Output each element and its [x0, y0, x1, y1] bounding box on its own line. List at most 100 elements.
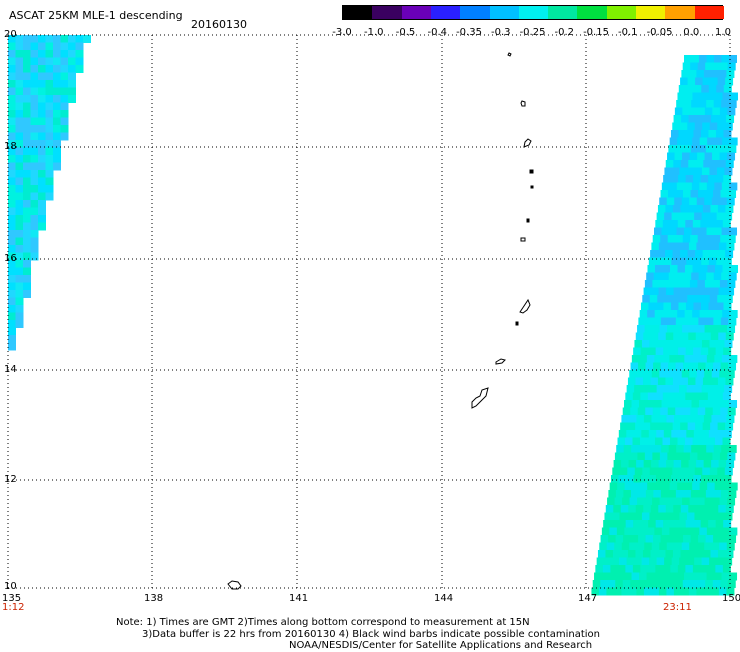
swath-cell	[722, 265, 731, 273]
swath-cell	[613, 505, 622, 513]
swath-cell	[627, 550, 636, 558]
island-coastlines	[227, 52, 534, 590]
swath-cell	[699, 137, 708, 146]
swath-cell	[684, 182, 693, 191]
swath-cell	[638, 535, 647, 543]
swath-cell	[679, 122, 688, 131]
colorbar-tick-label: -0.3	[490, 27, 511, 38]
swath-cell	[15, 132, 24, 141]
swath-cell	[646, 445, 655, 453]
swath-cell	[696, 242, 705, 251]
swath-cell	[68, 57, 76, 66]
swath-cell	[710, 250, 719, 258]
swath-cell	[699, 400, 708, 408]
swath-cell	[697, 452, 706, 461]
swath-cell	[699, 92, 708, 101]
swath-cell	[700, 130, 709, 138]
swath-cell	[693, 175, 702, 183]
swath-cell	[30, 147, 39, 156]
swath-cell	[697, 235, 706, 243]
swath-cell	[23, 65, 31, 73]
colorbar-tick-label: -0.15	[583, 27, 609, 38]
swath-cell	[701, 340, 710, 348]
swath-cell	[708, 85, 717, 93]
swath-cell	[53, 110, 61, 118]
swath-cell	[681, 287, 690, 296]
swath-cell	[30, 95, 39, 103]
island	[529, 169, 534, 174]
swath-cell	[688, 242, 697, 251]
swath-cell	[714, 92, 723, 101]
swath-cell	[664, 385, 673, 393]
swath-cell	[53, 95, 61, 103]
swath-cell	[634, 340, 643, 348]
swath-cell	[660, 362, 669, 371]
swath-cell	[721, 400, 730, 408]
lat-label-16: 16	[4, 253, 17, 264]
swath-cell	[642, 295, 651, 303]
swath-cell	[676, 572, 685, 581]
swath-cell	[673, 332, 682, 341]
swath-cell	[711, 587, 720, 596]
swath-cell	[694, 295, 703, 303]
swath-cell	[693, 475, 702, 483]
swath-cell	[659, 542, 668, 551]
swath-cell	[670, 347, 679, 356]
swath-cell	[662, 482, 671, 491]
swath-cell	[619, 467, 628, 476]
swath-cell	[629, 370, 638, 378]
swath-cell	[668, 272, 677, 281]
swath-cell	[709, 385, 718, 393]
swath-cell	[716, 85, 725, 93]
island	[495, 358, 506, 365]
swath-cell	[675, 190, 684, 198]
swath-cell	[679, 385, 688, 393]
swath-cell	[679, 295, 688, 303]
swath-cell	[637, 497, 646, 506]
swath-cell	[672, 205, 681, 213]
swath-cell	[661, 572, 670, 581]
swath-cell	[696, 460, 705, 468]
swath-cell	[23, 95, 31, 103]
swath-cell	[713, 445, 722, 453]
swath-cell	[8, 252, 16, 261]
swath-cell	[702, 467, 711, 476]
swath-cell	[626, 557, 635, 566]
island	[227, 580, 242, 590]
swath-cell	[651, 242, 660, 251]
swath-cell	[691, 55, 700, 63]
swath-cell	[45, 170, 54, 178]
swath-cell	[678, 520, 687, 528]
swath-cell	[623, 490, 632, 498]
swath-cell	[658, 415, 667, 423]
swath-cell	[23, 222, 31, 231]
colorbar-tick-label: -0.2	[554, 27, 575, 38]
swath-cell	[635, 505, 644, 513]
swath-cell	[23, 200, 31, 208]
swath-cell	[8, 275, 16, 283]
swath-cell	[15, 140, 24, 148]
swath-cell	[631, 572, 640, 581]
swath-cell	[680, 422, 689, 431]
swath-cell	[624, 527, 633, 536]
swath-cell	[641, 557, 650, 566]
swath-cell	[716, 257, 725, 266]
swath-cell	[720, 580, 729, 588]
swath-cell	[691, 227, 700, 236]
swath-cell	[23, 192, 31, 201]
swath-cell	[715, 565, 724, 573]
swath-cell	[667, 235, 676, 243]
swath-cell	[60, 87, 69, 96]
swath-cell	[687, 122, 696, 131]
swath-cell	[725, 205, 734, 213]
swath-cell	[669, 182, 678, 191]
swath-cell	[23, 50, 31, 58]
swath-cell	[690, 62, 699, 71]
swath-cell	[646, 527, 655, 536]
swath-cell	[15, 35, 24, 43]
colorbar-tick-label: -0.25	[519, 27, 546, 38]
swath-cell	[725, 332, 734, 341]
swath-cell	[60, 110, 69, 118]
swath-cell	[665, 377, 674, 386]
swath-cell	[666, 287, 675, 296]
